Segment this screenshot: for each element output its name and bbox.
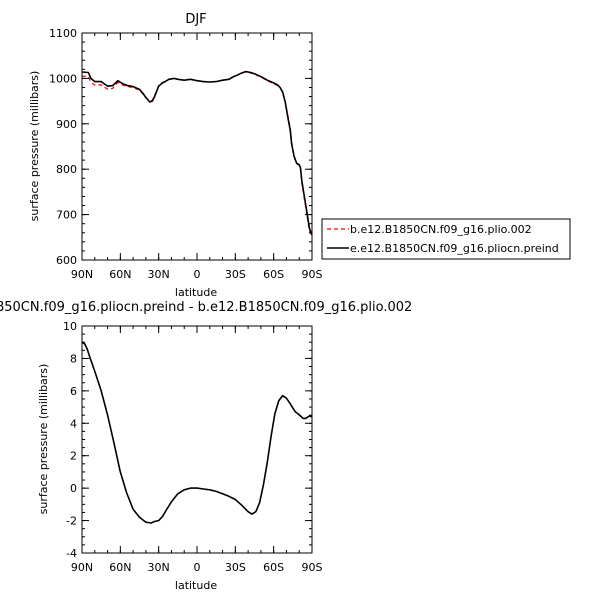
top-y-tick-label: 1000 (49, 72, 77, 85)
bottom-y-tick-label: 2 (70, 450, 77, 463)
top-x-tick-label: 60N (109, 268, 131, 281)
top-y-tick-label: 900 (56, 118, 77, 131)
legend-entry-plio: b.e12.B1850CN.f09_g16.plio.002 (350, 223, 532, 236)
top-x-axis-label: latitude (175, 286, 217, 299)
bottom-x-tick-label: 30S (225, 561, 246, 574)
top-panel: DJF 600 700 800 900 1000 1100 90N 60N 30N 0 30S 60S… (28, 12, 323, 299)
top-y-tick-label: 600 (56, 254, 77, 267)
bottom-axes-ticks: -4 -2 0 2 4 6 8 10 90N 60N 30N 0 30S 60S 90S (63, 320, 323, 574)
bottom-y-tick-label: 8 (70, 352, 77, 365)
legend: b.e12.B1850CN.f09_g16.plio.002 e.e12.B18… (321, 218, 571, 260)
bottom-y-tick-label: 6 (70, 385, 77, 398)
bottom-plot-area (81, 341, 313, 524)
bottom-x-tick-label: 60S (263, 561, 284, 574)
top-x-tick-label: 90S (302, 268, 323, 281)
bottom-panel: e.e12.B1850CN.f09_g16.pliocn.preind - b.… (0, 300, 412, 592)
bottom-x-tick-label: 30N (148, 561, 170, 574)
legend-entry-preind: e.e12.B1850CN.f09_g16.pliocn.preind (350, 242, 559, 255)
top-series-line-1 (81, 70, 313, 236)
top-y-axis-label: surface pressure (millibars) (28, 71, 41, 222)
bottom-y-tick-label: -2 (66, 515, 77, 528)
top-axes-ticks: 600 700 800 900 1000 1100 90N 60N 30N 0 30S 60S 90S (49, 27, 323, 281)
bottom-y-tick-label: 10 (63, 320, 77, 333)
top-x-tick-label: 30S (225, 268, 246, 281)
top-y-tick-label: 800 (56, 163, 77, 176)
top-x-tick-label: 0 (194, 268, 201, 281)
bottom-x-tick-label: 0 (194, 561, 201, 574)
bottom-y-axis-label: surface pressure (millibars) (37, 364, 50, 515)
top-x-tick-label: 30N (148, 268, 170, 281)
top-y-tick-label: 700 (56, 209, 77, 222)
top-series-line-0 (81, 71, 313, 238)
bottom-y-tick-label: 4 (70, 417, 77, 430)
legend-box (321, 218, 571, 260)
bottom-y-tick-label: 0 (70, 482, 77, 495)
bottom-x-tick-label: 60N (109, 561, 131, 574)
bottom-x-tick-label: 90N (71, 561, 93, 574)
bottom-chart-title: e.e12.B1850CN.f09_g16.pliocn.preind - b.… (0, 300, 412, 315)
top-y-tick-label: 1100 (49, 27, 77, 40)
top-x-tick-label: 60S (263, 268, 284, 281)
top-plot-area (81, 70, 313, 238)
top-chart-title: DJF (185, 12, 206, 27)
bottom-x-tick-label: 90S (302, 561, 323, 574)
bottom-series-line-0 (81, 341, 313, 524)
top-x-tick-label: 90N (71, 268, 93, 281)
bottom-x-axis-label: latitude (175, 579, 217, 592)
bottom-y-tick-label: -4 (66, 547, 77, 560)
